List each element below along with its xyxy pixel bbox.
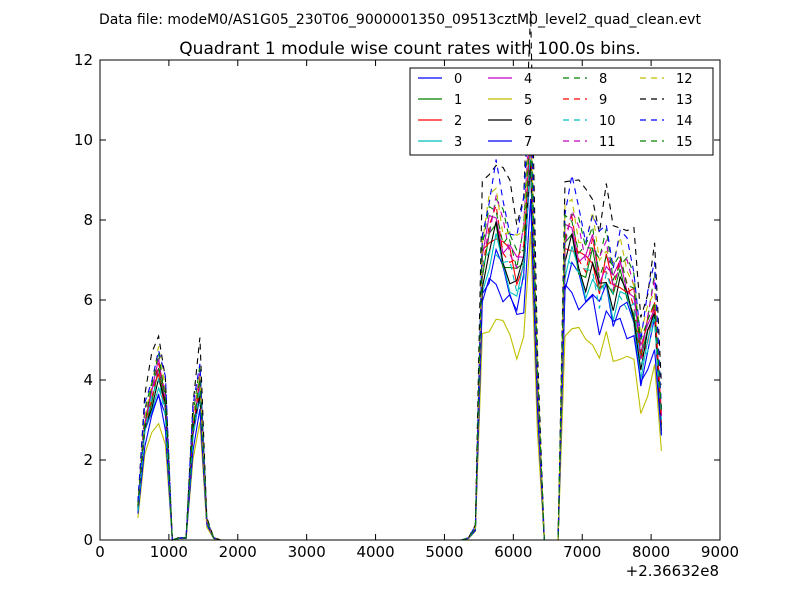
series-line-3 xyxy=(137,162,662,541)
legend-label-13: 13 xyxy=(676,93,693,108)
x-tick-label: 6000 xyxy=(494,543,532,561)
series-line-5 xyxy=(137,231,662,541)
legend-label-4: 4 xyxy=(524,72,532,87)
legend-label-6: 6 xyxy=(524,114,532,129)
x-tick-label: 3000 xyxy=(288,543,326,561)
series-line-10 xyxy=(137,142,662,541)
series-line-7 xyxy=(137,198,662,541)
x-tick-label: 5000 xyxy=(425,543,463,561)
legend-label-1: 1 xyxy=(454,93,462,108)
legend-label-14: 14 xyxy=(676,114,693,129)
x-tick-label: 9000 xyxy=(701,543,739,561)
chart-suptitle: Data file: modeM0/AS1G05_230T06_90000013… xyxy=(99,12,701,28)
legend-label-12: 12 xyxy=(676,72,693,87)
legend-label-0: 0 xyxy=(454,72,462,87)
chart-title: Quadrant 1 module wise count rates with … xyxy=(179,39,640,59)
series-line-11 xyxy=(137,100,662,541)
series-line-2 xyxy=(137,115,662,541)
series-line-6 xyxy=(137,161,662,541)
x-axis: 0 1000 2000 3000 4000 5000 6000 7000 8000 9000 xyxy=(95,60,739,561)
series-line-4 xyxy=(137,133,662,541)
legend-label-2: 2 xyxy=(454,114,462,129)
series-line-12 xyxy=(137,111,662,541)
legend-label-5: 5 xyxy=(524,93,532,108)
legend-label-3: 3 xyxy=(454,135,462,150)
legend-label-8: 8 xyxy=(599,72,607,87)
series-line-0 xyxy=(137,164,662,541)
y-tick-label: 4 xyxy=(83,371,93,389)
legend-label-9: 9 xyxy=(599,93,607,108)
legend-label-7: 7 xyxy=(524,135,532,150)
x-tick-label: 2000 xyxy=(219,543,257,561)
legend-label-10: 10 xyxy=(599,114,616,129)
x-tick-label: 4000 xyxy=(356,543,394,561)
y-tick-label: 2 xyxy=(83,451,93,469)
series-line-9 xyxy=(137,144,662,541)
series-line-1 xyxy=(137,159,662,541)
legend-label-15: 15 xyxy=(676,135,693,150)
y-tick-label: 10 xyxy=(74,131,93,149)
x-tick-label: 0 xyxy=(95,543,105,561)
x-tick-label: 8000 xyxy=(632,543,670,561)
series-line-15 xyxy=(137,118,662,541)
legend-label-11: 11 xyxy=(599,135,616,150)
y-tick-label: 12 xyxy=(74,51,93,69)
x-offset-label: +2.36632e8 xyxy=(626,562,719,580)
x-tick-label: 1000 xyxy=(150,543,188,561)
y-tick-label: 6 xyxy=(83,291,93,309)
x-tick-label: 7000 xyxy=(563,543,601,561)
y-tick-label: 0 xyxy=(83,531,93,549)
y-tick-label: 8 xyxy=(83,211,93,229)
